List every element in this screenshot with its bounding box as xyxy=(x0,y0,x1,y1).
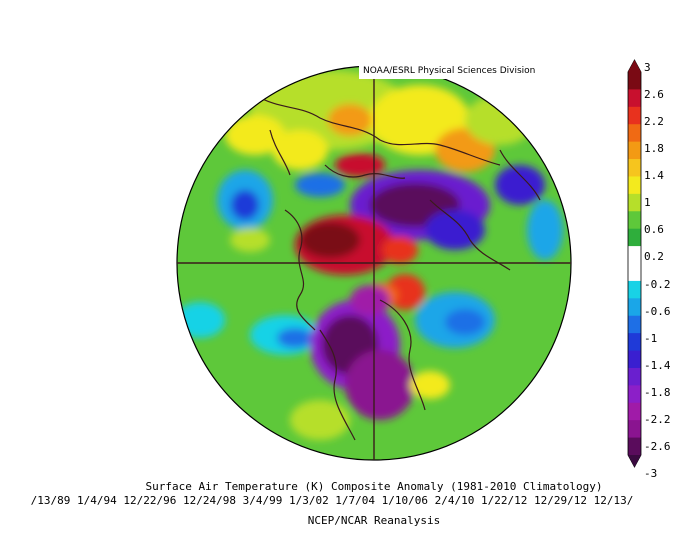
colorbar-swatch xyxy=(628,367,641,386)
colorbar-swatch xyxy=(628,106,641,125)
colorbar-swatch xyxy=(628,333,641,352)
colorbar-swatch xyxy=(628,211,641,230)
colorbar-swatch xyxy=(628,89,641,108)
colorbar-tick-label: 2.6 xyxy=(644,88,664,102)
credit-label: NOAA/ESRL Physical Sciences Division xyxy=(359,64,540,79)
colorbar-tick-label: 1.8 xyxy=(644,142,664,156)
colorbar-swatch xyxy=(628,402,641,421)
colorbar-top-cap xyxy=(628,60,641,72)
colorbar-tick-label: 3 xyxy=(644,61,651,74)
colorbar-tick-label: 1.4 xyxy=(644,169,664,183)
colorbar-swatch xyxy=(628,141,641,160)
colorbar-tick-label: -1.4 xyxy=(644,358,671,372)
coastlines xyxy=(254,94,541,441)
colorbar-bottom-cap xyxy=(628,455,641,467)
colorbar-tick-label: -3 xyxy=(644,467,658,480)
colorbar-swatch xyxy=(628,246,641,264)
colorbar-swatch xyxy=(628,263,641,282)
colorbar-swatch xyxy=(628,176,641,195)
colorbar-swatch xyxy=(628,159,641,177)
colorbar xyxy=(627,59,642,468)
colorbar-tick-label: -2.2 xyxy=(644,412,671,426)
anomaly-field xyxy=(177,66,571,460)
colorbar-swatch xyxy=(628,385,641,404)
colorbar-swatch xyxy=(628,124,641,143)
colorbar-swatch xyxy=(628,420,641,439)
colorbar-swatch xyxy=(628,298,641,317)
data-source: NCEP/NCAR Reanalysis xyxy=(307,514,441,527)
colorbar-swatch xyxy=(628,437,641,456)
map-title: Surface Air Temperature (K) Composite An… xyxy=(145,480,603,493)
colorbar-tick-label: -1 xyxy=(644,331,658,345)
colorbar-swatch xyxy=(628,280,641,299)
colorbar-tick-label: 2.2 xyxy=(644,115,664,129)
composite-dates: /13/89 1/4/94 12/22/96 12/24/98 3/4/99 1… xyxy=(30,494,634,507)
colorbar-swatch xyxy=(628,72,641,90)
colorbar-tick-label: -0.2 xyxy=(644,277,671,291)
colorbar-tick-label: -2.6 xyxy=(644,439,671,453)
colorbar-swatch xyxy=(628,315,641,334)
colorbar-tick-label: 0.2 xyxy=(644,250,664,264)
colorbar-swatch xyxy=(628,193,641,212)
colorbar-tick-label: 1 xyxy=(644,196,651,210)
colorbar-swatch xyxy=(628,228,641,247)
colorbar-swatch xyxy=(628,350,641,369)
colorbar-tick-label: 0.6 xyxy=(644,223,664,237)
colorbar-tick-label: -1.8 xyxy=(644,385,671,399)
colorbar-tick-label: -0.6 xyxy=(644,304,671,318)
